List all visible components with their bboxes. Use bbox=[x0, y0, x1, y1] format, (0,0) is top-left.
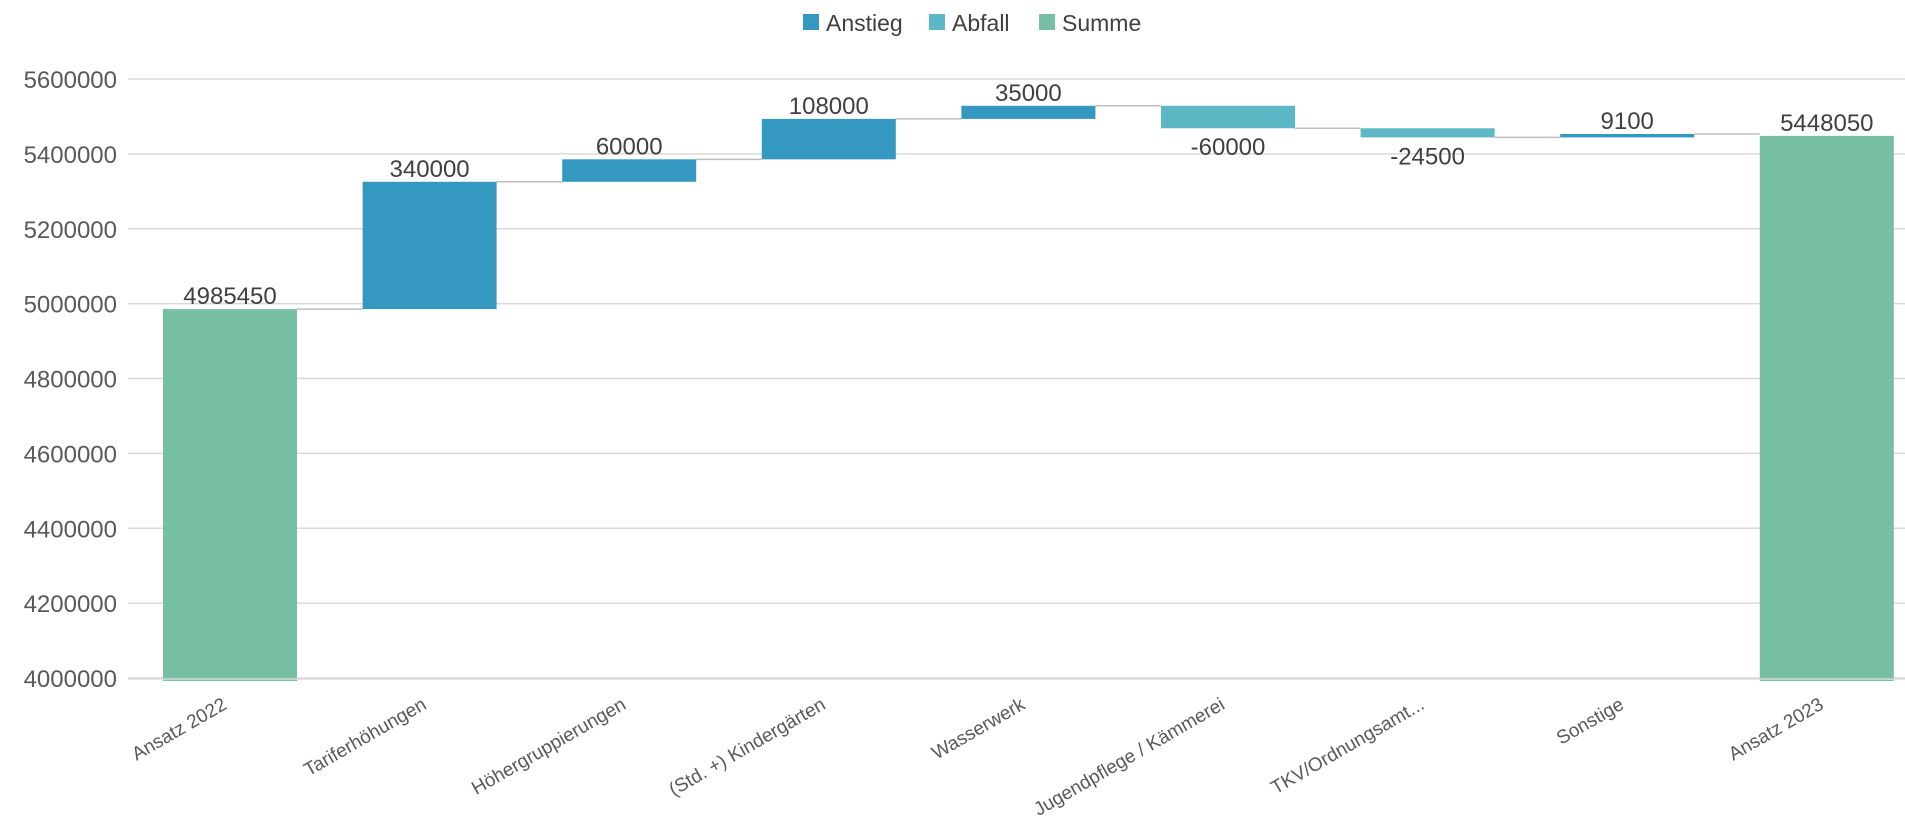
bars bbox=[163, 105, 1894, 681]
data-label: -60000 bbox=[1191, 134, 1266, 161]
data-label: 5448050 bbox=[1780, 110, 1873, 137]
x-tick-label: Höhergruppierungen bbox=[468, 694, 629, 799]
bar bbox=[362, 181, 497, 310]
y-axis: 4000000 4200000 4400000 4600000 4800000 50000… bbox=[24, 67, 117, 693]
bar bbox=[562, 159, 697, 182]
y-tick-label: 4800000 bbox=[24, 367, 117, 394]
bar bbox=[761, 118, 896, 160]
y-tick-label: 5000000 bbox=[24, 292, 117, 319]
legend-item: Abfall bbox=[929, 10, 1010, 36]
y-tick-label: 5200000 bbox=[24, 217, 117, 244]
x-tick-label: Sonstige bbox=[1553, 694, 1628, 749]
y-tick-label: 5400000 bbox=[24, 142, 117, 169]
data-label: 9100 bbox=[1601, 108, 1654, 135]
x-tick-label: Wasserwerk bbox=[928, 694, 1029, 764]
legend-swatch bbox=[803, 14, 819, 30]
x-tick-label: Jugendpflege / Kämmerei bbox=[1030, 694, 1228, 820]
data-labels: 4985450 340000 60000 108000 35000 -60000 -2450… bbox=[183, 80, 1873, 310]
legend-label: Anstieg bbox=[826, 10, 903, 36]
connector-lines bbox=[297, 105, 1760, 310]
bar bbox=[1759, 135, 1894, 681]
legend-item: Anstieg bbox=[803, 10, 903, 36]
x-tick-label: Tariferhöhungen bbox=[301, 694, 430, 781]
x-axis: Ansatz 2022 Tariferhöhungen Höhergruppieru… bbox=[128, 678, 1905, 821]
x-tick-label: TKV/Ordnungsamt... bbox=[1268, 694, 1428, 799]
legend: Anstieg Abfall Summe bbox=[803, 10, 1141, 36]
y-tick-label: 4600000 bbox=[24, 441, 117, 468]
bar bbox=[163, 309, 297, 681]
x-tick-label: Ansatz 2023 bbox=[1725, 694, 1827, 765]
legend-label: Summe bbox=[1062, 10, 1141, 36]
x-tick-label: (Std. +) Kindergärten bbox=[666, 694, 830, 801]
y-tick-label: 4200000 bbox=[24, 591, 117, 618]
legend-swatch bbox=[929, 14, 945, 30]
data-label: 108000 bbox=[789, 93, 869, 120]
bar bbox=[1360, 128, 1495, 138]
data-label: 35000 bbox=[995, 80, 1062, 107]
bar bbox=[1161, 105, 1295, 129]
data-label: 340000 bbox=[390, 156, 470, 183]
y-tick-label: 4000000 bbox=[24, 666, 117, 693]
legend-swatch bbox=[1039, 14, 1055, 30]
x-tick-label: Ansatz 2022 bbox=[129, 694, 231, 765]
data-label: 60000 bbox=[596, 133, 663, 160]
legend-item: Summe bbox=[1039, 10, 1141, 36]
y-tick-label: 5600000 bbox=[24, 67, 117, 94]
data-label: 4985450 bbox=[183, 283, 276, 310]
legend-label: Abfall bbox=[952, 10, 1010, 36]
y-tick-label: 4400000 bbox=[24, 516, 117, 543]
data-label: -24500 bbox=[1390, 143, 1465, 170]
bar bbox=[961, 105, 1096, 119]
bar bbox=[1560, 134, 1695, 138]
